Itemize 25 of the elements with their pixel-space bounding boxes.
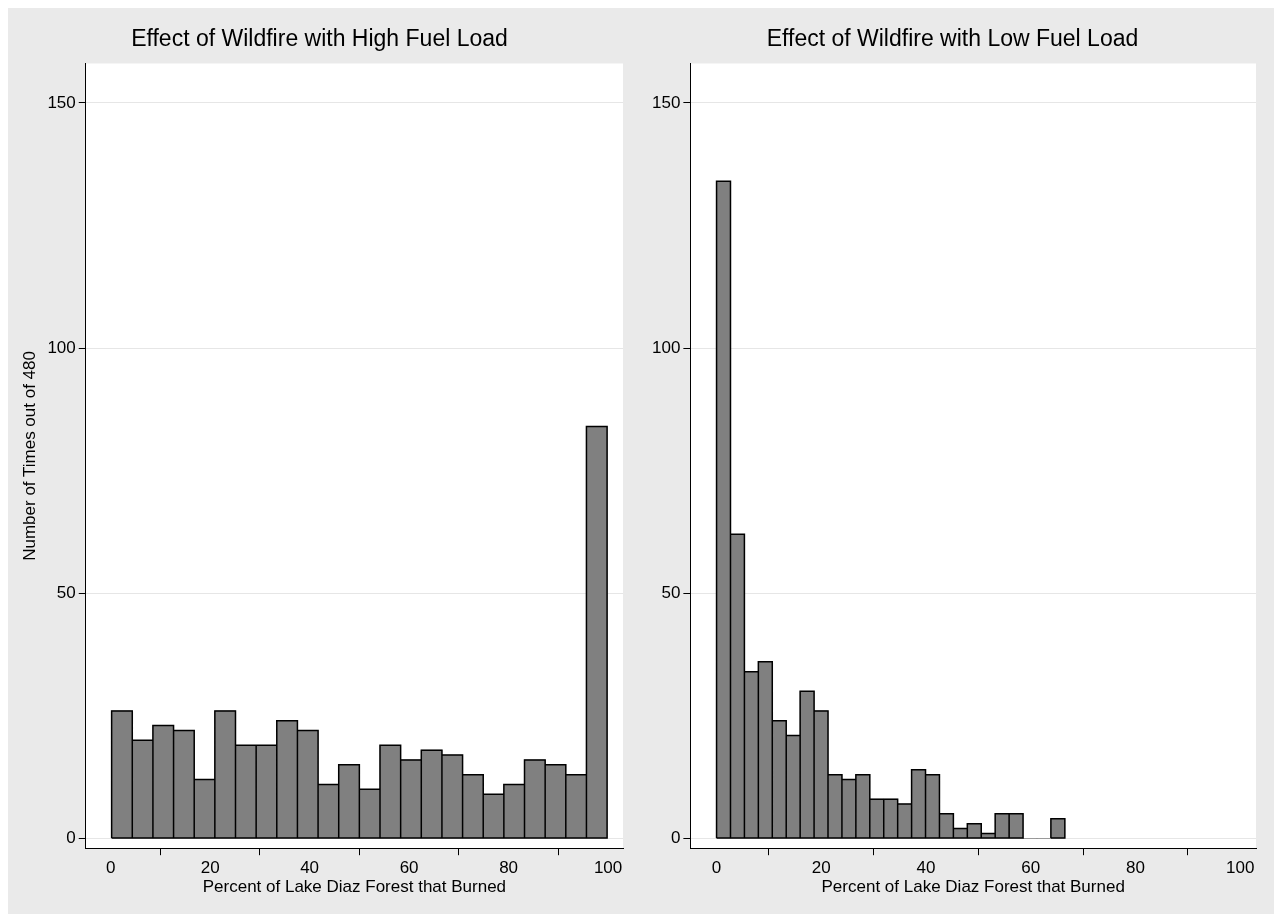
x-axis-title: Percent of Lake Diaz Forest that Burned [202,877,507,897]
y-tick-label: 0 [670,828,681,848]
x-tick-label: 20 [200,858,220,878]
x-tick-label: 60 [399,858,419,878]
x-tick-label: 100 [593,858,623,878]
x-tick-label: 60 [1021,858,1041,878]
y-tick-label: 50 [661,582,681,602]
x-tick-label: 40 [300,858,320,878]
x-tick-label: 20 [811,858,831,878]
y-tick-label: 50 [56,582,76,602]
y-tick-label: 0 [66,828,76,848]
y-tick-label: 150 [47,92,76,112]
chart-title: Effect of Wildfire with High Fuel Load [131,25,508,52]
x-axis-title: Percent of Lake Diaz Forest that Burned [821,877,1125,897]
x-tick-label: 40 [916,858,936,878]
y-tick-label: 100 [47,337,76,357]
y-tick-label: 150 [651,92,681,112]
x-tick-label: 80 [1126,858,1145,878]
x-tick-label: 80 [499,858,519,878]
x-tick-label: 100 [1226,858,1255,878]
x-tick-label: 0 [711,858,722,878]
y-axis-title: Number of Times out of 480 [19,351,39,561]
x-tick-label: 0 [105,858,116,878]
chart-title: Effect of Wildfire with Low Fuel Load [766,25,1139,52]
y-tick-label: 100 [651,337,681,357]
